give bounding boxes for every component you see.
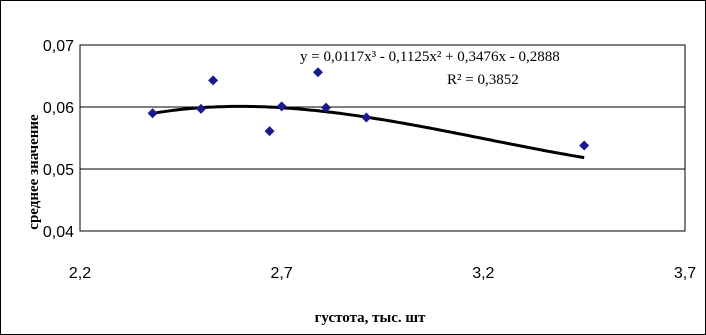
- y-tick-label: 0,07: [43, 38, 74, 55]
- data-point-marker: [147, 108, 158, 119]
- data-point-marker: [276, 101, 287, 112]
- data-point-marker: [579, 140, 590, 151]
- y-tick-labels: 0,04 0,05 0,06 0,07: [43, 38, 74, 241]
- plot-area-border: [79, 44, 686, 232]
- x-tick-label: 3,2: [472, 265, 494, 282]
- x-tick-label: 3,7: [674, 265, 696, 282]
- x-axis-title: густота, тыс. шт: [315, 310, 426, 326]
- x-tick-labels: 2,2 2,7 3,2 3,7: [69, 265, 696, 282]
- x-tick-label: 2,2: [69, 265, 91, 282]
- data-point-marker: [196, 103, 206, 114]
- trendline-curve: [152, 104, 585, 160]
- y-tick-label: 0,04: [43, 224, 74, 241]
- x-tick-label: 2,7: [271, 265, 293, 282]
- y-tick-label: 0,06: [43, 100, 74, 117]
- data-point-marker: [208, 75, 219, 86]
- y-tick-label: 0,05: [43, 162, 74, 179]
- data-point-marker: [361, 112, 372, 123]
- data-point-marker: [264, 126, 275, 137]
- y-axis-title: среднее значение: [26, 114, 42, 230]
- grid-lines: [80, 106, 685, 170]
- r-squared-label: R² = 0,3852: [447, 72, 519, 88]
- trendline-equation: y = 0,0117x³ - 0,1125x² + 0,3476x - 0,28…: [300, 49, 560, 65]
- data-points: [147, 67, 590, 151]
- data-point-marker: [321, 102, 332, 113]
- data-point-marker: [312, 67, 323, 78]
